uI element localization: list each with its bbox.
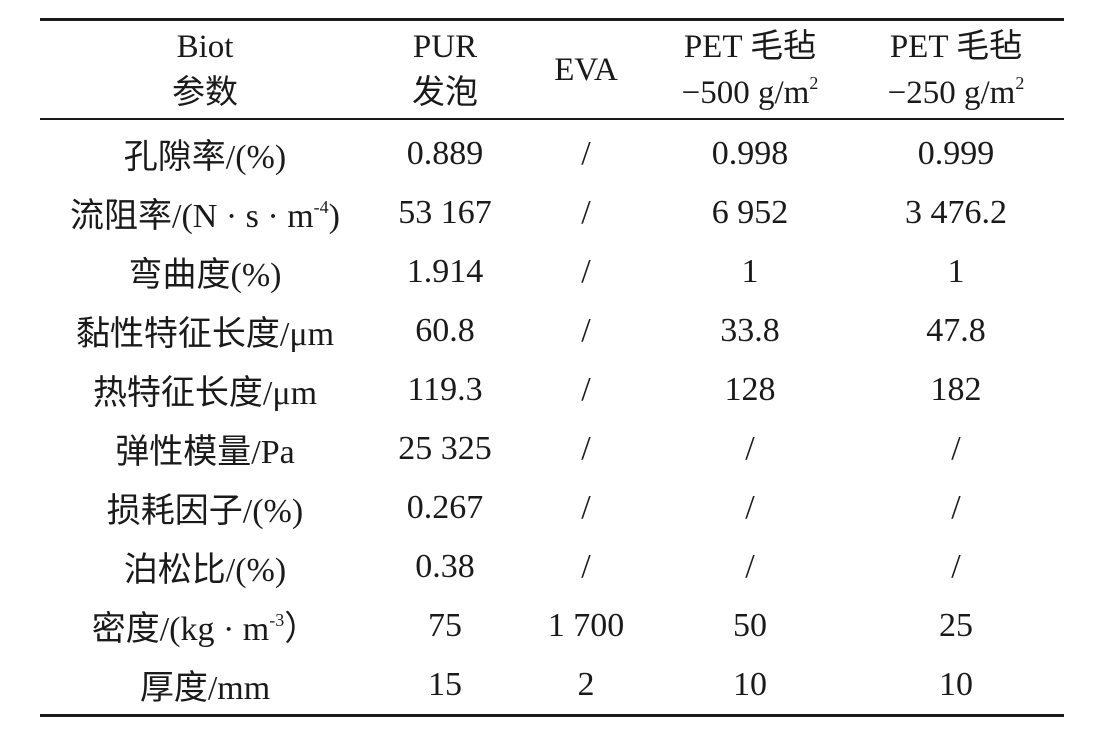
table-cell: 10 xyxy=(939,665,973,703)
header-line2-wrap: −500 g/m2 xyxy=(652,70,848,116)
table-cell: 1 xyxy=(741,252,759,290)
table-cell: / xyxy=(951,488,961,526)
row-label-cell: 弯曲度(%) xyxy=(40,242,370,301)
table-cell: / xyxy=(581,370,591,408)
row-label: 黏性特征长度/μm xyxy=(75,316,335,353)
table-body: 孔隙率/(%) 0.889 / 0.998 0.999 流阻率/(N · s · m-4)… xyxy=(40,119,1064,716)
table-cell: 53 167 xyxy=(398,193,492,231)
table-cell: / xyxy=(581,252,591,290)
row-label-superscript: -4 xyxy=(313,197,329,217)
table-row: 弯曲度(%) 1.914 / 1 1 xyxy=(40,242,1064,301)
table-cell: 0.998 xyxy=(711,134,789,172)
table-cell: 182 xyxy=(930,370,982,408)
header-line2: −500 g/m xyxy=(681,74,810,111)
row-label-superscript: -3 xyxy=(269,610,285,630)
row-label: 孔隙率/(%) xyxy=(123,139,287,176)
table-cell: 1.914 xyxy=(406,252,484,290)
table-cell: 0.889 xyxy=(406,134,484,172)
table-cell: / xyxy=(581,429,591,467)
row-label: 密度/(kg · m xyxy=(91,611,270,648)
table-cell: / xyxy=(951,547,961,585)
table-cell: / xyxy=(951,429,961,467)
table-row: 热特征长度/μm 119.3 / 128 182 xyxy=(40,360,1064,419)
row-label-cell: 热特征长度/μm xyxy=(40,360,370,419)
header-cell-pet-250: PET 毛毡 −250 g/m2 xyxy=(848,20,1064,120)
table-cell: / xyxy=(581,488,591,526)
header-cell-eva: EVA xyxy=(520,20,652,120)
table-cell: 1 xyxy=(947,252,965,290)
row-label: 泊松比/(%) xyxy=(123,552,287,589)
row-label-cell: 损耗因子/(%) xyxy=(40,478,370,537)
header-superscript: 2 xyxy=(1015,72,1025,93)
row-label: 热特征长度/μm xyxy=(92,375,318,412)
header-line2: −250 g/m xyxy=(887,74,1016,111)
row-label: 弹性模量/Pa xyxy=(115,434,295,471)
header-cell-pur: PUR 发泡 xyxy=(370,20,520,120)
table-row: 损耗因子/(%) 0.267 / / / xyxy=(40,478,1064,537)
row-label-cell: 流阻率/(N · s · m-4) xyxy=(40,183,370,242)
row-label: 厚度/mm xyxy=(139,670,271,707)
table-row: 密度/(kg · m-3） 75 1 700 50 25 xyxy=(40,596,1064,655)
table-cell: 50 xyxy=(733,606,767,644)
row-label: 损耗因子/(%) xyxy=(106,493,304,530)
row-label: 弯曲度(%) xyxy=(128,257,282,294)
header-line1: EVA xyxy=(554,51,618,88)
row-label-cell: 厚度/mm xyxy=(40,655,370,716)
row-label-cell: 泊松比/(%) xyxy=(40,537,370,596)
table-row: 流阻率/(N · s · m-4) 53 167 / 6 952 3 476.2 xyxy=(40,183,1064,242)
table-row: 泊松比/(%) 0.38 / / / xyxy=(40,537,1064,596)
row-label-cell: 黏性特征长度/μm xyxy=(40,301,370,360)
table-cell: / xyxy=(581,547,591,585)
table-cell: / xyxy=(745,488,755,526)
table-cell: / xyxy=(745,429,755,467)
table-cell: 1 700 xyxy=(547,606,625,644)
header-line2: 发泡 xyxy=(412,74,478,111)
table-cell: 60.8 xyxy=(415,311,475,349)
table-cell: 47.8 xyxy=(926,311,986,349)
table-cell: 25 325 xyxy=(398,429,492,467)
table-cell: 6 952 xyxy=(711,193,789,231)
row-label-tail: ） xyxy=(284,611,319,648)
table-row: 弹性模量/Pa 25 325 / / / xyxy=(40,419,1064,478)
row-label-cell: 密度/(kg · m-3） xyxy=(40,596,370,655)
table-cell: 0.267 xyxy=(406,488,484,526)
table-cell: 10 xyxy=(733,665,767,703)
table-cell: 25 xyxy=(939,606,973,644)
table-cell: 119.3 xyxy=(407,370,483,408)
table-cell: / xyxy=(581,193,591,231)
table-cell: 128 xyxy=(724,370,776,408)
row-label-tail: ) xyxy=(328,198,340,235)
table-cell: 0.38 xyxy=(415,547,475,585)
header-line1: PUR xyxy=(412,28,478,65)
header-line1: Biot xyxy=(176,28,234,65)
biot-parameter-table-container: Biot 参数 PUR 发泡 EVA PET 毛毡 −500 g/m2 PET … xyxy=(40,18,1064,717)
header-line1: PET 毛毡 xyxy=(889,28,1023,65)
table-row: 黏性特征长度/μm 60.8 / 33.8 47.8 xyxy=(40,301,1064,360)
header-line2-wrap: −250 g/m2 xyxy=(848,70,1064,116)
row-label: 流阻率/(N · s · m xyxy=(70,198,314,235)
header-cell-pet-500: PET 毛毡 −500 g/m2 xyxy=(652,20,848,120)
header-row: Biot 参数 PUR 发泡 EVA PET 毛毡 −500 g/m2 PET … xyxy=(40,19,1064,120)
table-cell: 3 476.2 xyxy=(905,193,1007,231)
table-cell: / xyxy=(581,134,591,172)
table-cell: 0.999 xyxy=(917,134,995,172)
table-cell: 33.8 xyxy=(720,311,780,349)
table-cell: / xyxy=(581,311,591,349)
table-cell: 2 xyxy=(577,665,595,703)
biot-parameter-table: Biot 参数 PUR 发泡 EVA PET 毛毡 −500 g/m2 PET … xyxy=(40,18,1064,717)
header-superscript: 2 xyxy=(809,72,819,93)
header-line1: PET 毛毡 xyxy=(683,28,817,65)
table-row: 厚度/mm 15 2 10 10 xyxy=(40,655,1064,716)
row-label-cell: 弹性模量/Pa xyxy=(40,419,370,478)
table-cell: 75 xyxy=(428,606,462,644)
table-cell: / xyxy=(745,547,755,585)
row-label-cell: 孔隙率/(%) xyxy=(40,119,370,183)
header-cell-parameter: Biot 参数 xyxy=(40,20,370,120)
table-row: 孔隙率/(%) 0.889 / 0.998 0.999 xyxy=(40,119,1064,183)
table-cell: 15 xyxy=(428,665,462,703)
header-line2: 参数 xyxy=(172,74,238,111)
